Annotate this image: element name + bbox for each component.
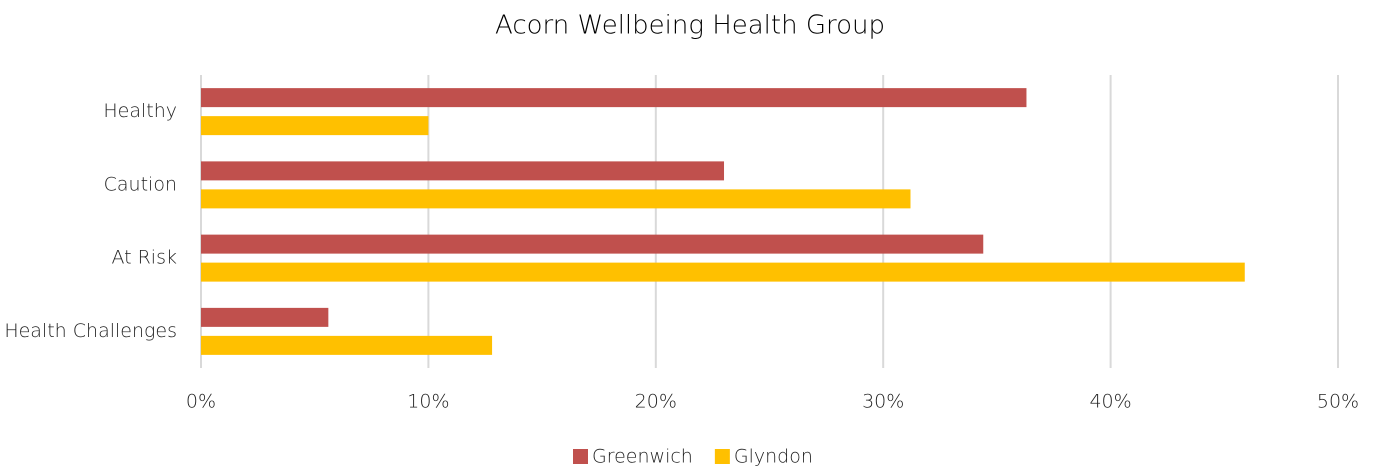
legend-label: Greenwich <box>592 446 693 468</box>
bar <box>201 234 984 254</box>
bar <box>201 88 1027 108</box>
y-tick-label: At Risk <box>111 247 177 269</box>
x-tick-label: 30% <box>862 391 904 413</box>
legend-swatch <box>714 449 730 464</box>
y-tick-label: Health Challenges <box>4 320 177 342</box>
x-tick-label: 0% <box>186 391 216 413</box>
bar <box>201 189 911 209</box>
bar <box>201 307 329 327</box>
x-tick-label: 20% <box>635 391 677 413</box>
bar <box>201 335 493 355</box>
bar <box>201 262 1245 282</box>
bar <box>201 161 725 181</box>
x-tick-label: 10% <box>407 391 449 413</box>
chart-title: Acorn Wellbeing Health Group <box>495 11 885 41</box>
x-tick-label: 40% <box>1089 391 1131 413</box>
y-tick-label: Healthy <box>103 100 177 122</box>
y-tick-label: Caution <box>104 173 177 195</box>
x-tick-label: 50% <box>1317 391 1359 413</box>
legend-swatch <box>573 449 588 464</box>
bar <box>201 116 429 136</box>
legend-label: Glyndon <box>734 446 813 468</box>
